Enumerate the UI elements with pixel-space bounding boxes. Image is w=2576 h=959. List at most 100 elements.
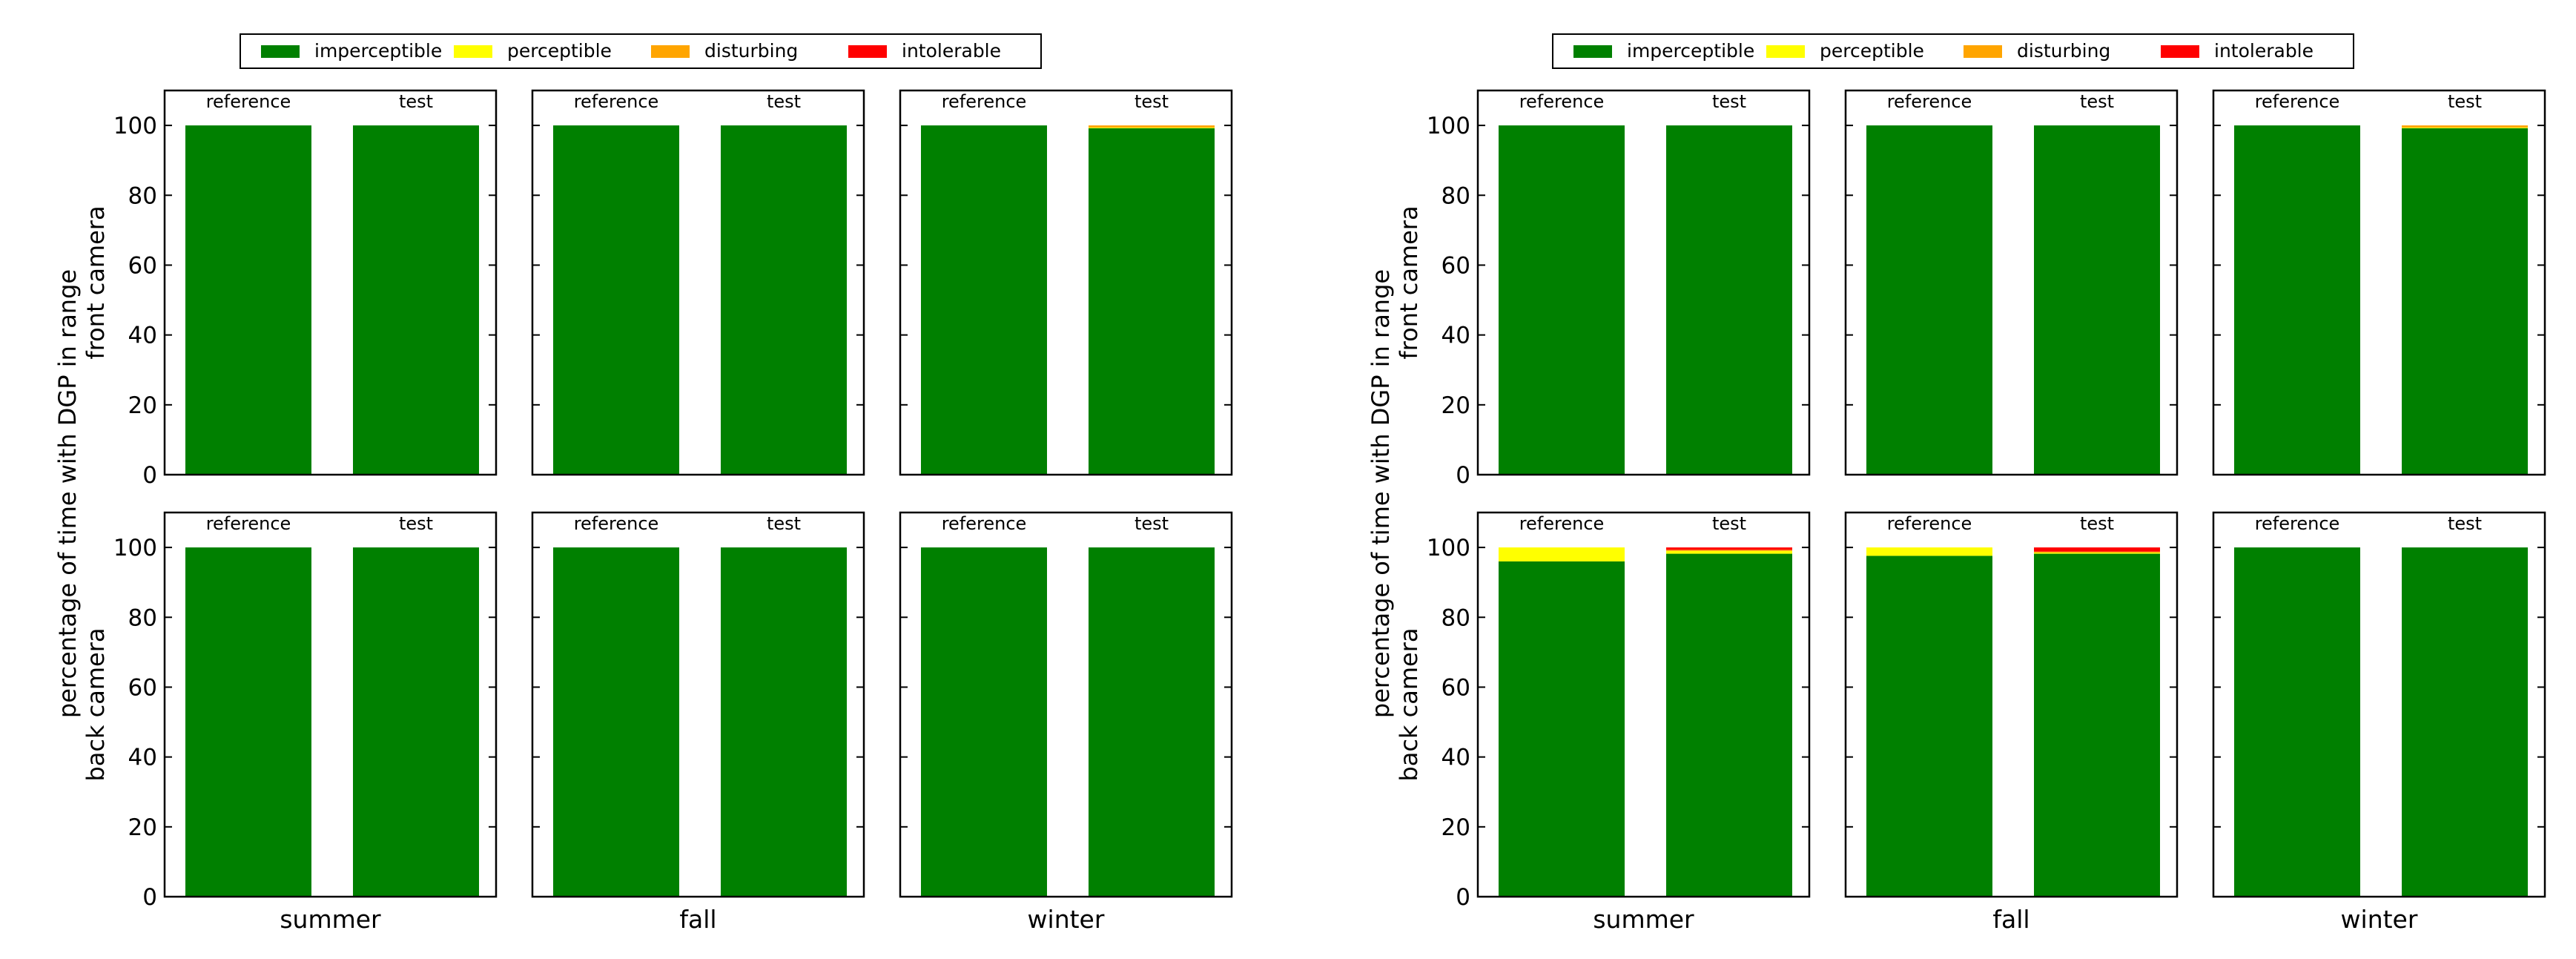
- legend-swatch-disturbing: [651, 45, 690, 58]
- bar-label-test: test: [399, 513, 433, 534]
- legend-label-imperceptible: imperceptible: [1627, 40, 1754, 62]
- panel-frame: [1844, 89, 2179, 476]
- legend-swatch-intolerable: [2161, 45, 2199, 58]
- legend-swatch-perceptible: [1766, 45, 1805, 58]
- bar-label-test: test: [2080, 513, 2114, 534]
- y-tick-label: 100: [113, 113, 157, 139]
- legend-swatch-disturbing: [1964, 45, 2002, 58]
- bar-winter-test-imperceptible: [1089, 547, 1215, 897]
- season-label-winter: winter: [1028, 905, 1105, 934]
- row-label-0: front camera: [1395, 205, 1423, 359]
- bar-label-test: test: [1712, 513, 1746, 534]
- row-label-1: back camera: [1395, 627, 1423, 781]
- bar-label-reference: reference: [1519, 91, 1605, 112]
- season-label-fall: fall: [1992, 905, 2030, 934]
- season-label-winter: winter: [2341, 905, 2418, 934]
- bar-fall-reference-imperceptible: [1866, 556, 1992, 897]
- bar-label-reference: reference: [1887, 91, 1972, 112]
- row-label-0: front camera: [82, 205, 110, 359]
- bar-summer-test-intolerable: [1666, 547, 1792, 550]
- bar-label-test: test: [399, 91, 433, 112]
- y-tick-label: 100: [1427, 113, 1470, 139]
- legend-label-perceptible: perceptible: [1820, 40, 1924, 62]
- legend-label-disturbing: disturbing: [2017, 40, 2110, 62]
- bar-winter-test-disturbing: [1089, 125, 1215, 128]
- bar-summer-test-imperceptible: [353, 125, 479, 475]
- bar-fall-test-imperceptible: [2034, 553, 2160, 897]
- legend-label-disturbing: disturbing: [704, 40, 798, 62]
- bar-winter-test-disturbing: [2402, 125, 2528, 128]
- panel-frame: [899, 511, 1233, 898]
- bar-fall-test-imperceptible: [721, 547, 847, 897]
- bar-label-reference: reference: [2255, 513, 2340, 534]
- bar-label-reference: reference: [1887, 513, 1972, 534]
- legend-label-perceptible: perceptible: [507, 40, 612, 62]
- panel-frame: [531, 511, 865, 898]
- bar-summer-reference-imperceptible: [1499, 561, 1625, 897]
- bar-label-test: test: [767, 513, 801, 534]
- bar-label-reference: reference: [942, 91, 1027, 112]
- bar-winter-test-imperceptible: [1089, 128, 1215, 475]
- bar-fall-test-imperceptible: [2034, 125, 2160, 475]
- bar-fall-reference-imperceptible: [1866, 125, 1992, 475]
- bar-fall-test-disturbing: [2034, 551, 2160, 553]
- bar-winter-test-imperceptible: [2402, 547, 2528, 897]
- bar-label-reference: reference: [942, 513, 1027, 534]
- y-tick-label: 80: [128, 182, 157, 209]
- y-tick-label: 60: [1441, 252, 1470, 279]
- panel-frame: [1476, 511, 1811, 898]
- bar-winter-reference-imperceptible: [2234, 125, 2360, 475]
- bar-label-reference: reference: [574, 91, 659, 112]
- panel-frame: [899, 89, 1233, 476]
- bar-summer-reference-imperceptible: [185, 547, 311, 897]
- season-label-summer: summer: [280, 905, 381, 934]
- y-tick-label: 80: [128, 604, 157, 631]
- bar-summer-test-imperceptible: [1666, 553, 1792, 897]
- season-label-fall: fall: [679, 905, 716, 934]
- bar-winter-reference-imperceptible: [921, 125, 1047, 475]
- bar-label-reference: reference: [206, 513, 291, 534]
- bar-fall-test-imperceptible: [721, 125, 847, 475]
- y-tick-label: 0: [142, 884, 157, 911]
- season-label-summer: summer: [1593, 905, 1694, 934]
- panel-frame: [163, 89, 498, 476]
- y-tick-label: 20: [1441, 814, 1470, 841]
- panel-frame: [531, 89, 865, 476]
- bar-summer-test-perceptible: [1666, 550, 1792, 554]
- bar-label-reference: reference: [1519, 513, 1605, 534]
- bar-summer-reference-imperceptible: [1499, 125, 1625, 475]
- bar-fall-test-intolerable: [2034, 547, 2160, 552]
- y-tick-label: 0: [1456, 462, 1470, 489]
- y-tick-label: 100: [1427, 535, 1470, 561]
- legend-label-imperceptible: imperceptible: [314, 40, 442, 62]
- legend-label-intolerable: intolerable: [2214, 40, 2314, 62]
- bar-winter-reference-imperceptible: [2234, 547, 2360, 897]
- y-tick-label: 20: [128, 814, 157, 841]
- y-tick-label: 60: [128, 674, 157, 701]
- legend-box: [1552, 33, 2354, 69]
- bar-fall-reference-imperceptible: [553, 547, 679, 897]
- panel-frame: [163, 511, 498, 898]
- legend-swatch-intolerable: [848, 45, 887, 58]
- bar-label-reference: reference: [2255, 91, 2340, 112]
- bar-label-test: test: [1135, 513, 1169, 534]
- y-tick-label: 80: [1441, 604, 1470, 631]
- bar-winter-test-imperceptible: [2402, 128, 2528, 475]
- y-tick-label: 40: [128, 323, 157, 349]
- panel-frame: [2212, 511, 2546, 898]
- y-tick-label: 60: [128, 252, 157, 279]
- row-label-1: back camera: [82, 627, 110, 781]
- legend-swatch-imperceptible: [1573, 45, 1612, 58]
- y-axis-label: percentage of time with DGP in range: [1367, 269, 1395, 718]
- bar-summer-reference-imperceptible: [185, 125, 311, 475]
- legend-swatch-imperceptible: [261, 45, 300, 58]
- bar-label-reference: reference: [574, 513, 659, 534]
- y-tick-label: 0: [142, 462, 157, 489]
- panel-frame: [1476, 89, 1811, 476]
- bar-label-test: test: [2448, 91, 2482, 112]
- y-tick-label: 20: [1441, 392, 1470, 419]
- bar-label-test: test: [767, 91, 801, 112]
- y-tick-label: 20: [128, 392, 157, 419]
- bar-summer-test-imperceptible: [1666, 125, 1792, 475]
- bar-label-test: test: [1135, 91, 1169, 112]
